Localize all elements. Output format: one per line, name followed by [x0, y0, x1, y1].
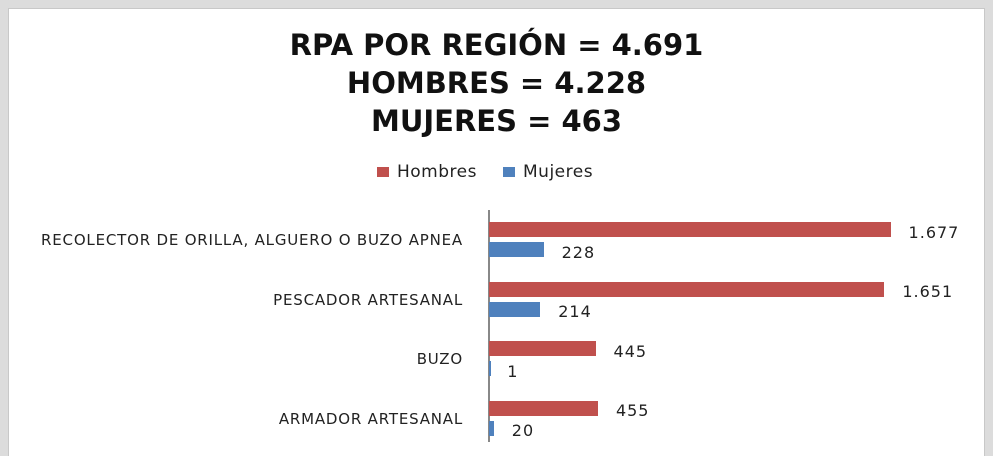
category-label: RECOLECTOR DE ORILLA, ALGUERO O BUZO APN…: [41, 230, 463, 250]
category-label: PESCADOR ARTESANAL: [273, 290, 463, 310]
bar: [489, 420, 494, 436]
value-label: 455: [615, 401, 650, 420]
legend-swatch: [377, 167, 389, 177]
bar: [489, 400, 598, 416]
category-text: PESCADOR ARTESANAL: [273, 290, 463, 309]
value-label: 445: [613, 341, 648, 361]
y-axis: [488, 210, 490, 442]
chart-title: HOMBRES = 4.228: [346, 66, 647, 100]
category-text: RECOLECTOR DE ORILLA, ALGUERO O BUZO APN…: [41, 231, 463, 249]
value-label: 20: [511, 421, 535, 440]
bar: [489, 242, 544, 257]
category-label: ARMADOR ARTESANAL: [279, 409, 463, 429]
bar: [489, 281, 885, 297]
value-label: 1.677: [908, 222, 960, 242]
chart-title: RPA POR REGIÓN = 4.691: [289, 28, 704, 62]
bar: [489, 301, 541, 317]
category-text: BUZO: [416, 350, 463, 368]
value-label: 214: [558, 302, 592, 321]
category-label: BUZO: [417, 349, 463, 369]
chart-title: MUJERES = 463: [370, 104, 623, 138]
value-label: 1.651: [902, 282, 954, 301]
bar: [489, 341, 596, 356]
value-label: 1: [507, 361, 519, 381]
bar: [489, 361, 491, 376]
legend-label: Mujeres: [523, 162, 594, 182]
legend-label: Hombres: [397, 162, 477, 182]
legend-swatch: [503, 167, 515, 177]
bar: [489, 222, 891, 237]
value-label: 228: [561, 242, 596, 262]
category-text: ARMADOR ARTESANAL: [278, 409, 463, 428]
